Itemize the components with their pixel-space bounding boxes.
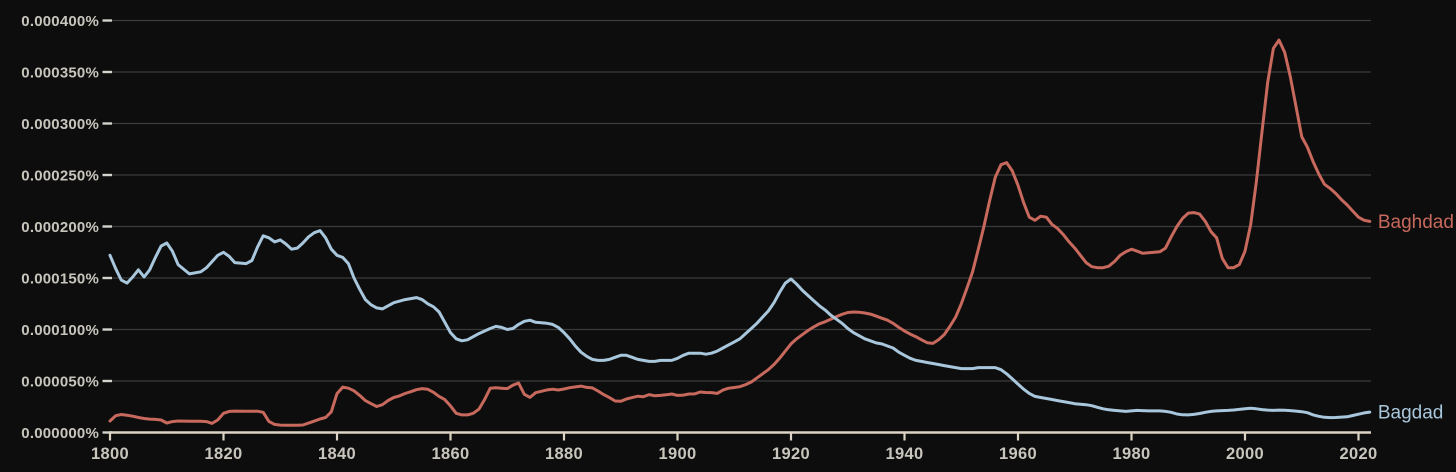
x-tick-label: 2000 [1226, 445, 1264, 463]
x-tick-label: 1820 [205, 445, 243, 463]
y-axis: 0.000400% 0.000350% 0.000300% 0.000250% 0.00… [21, 13, 112, 442]
series-labels: Baghdad Bagdad [1378, 212, 1454, 424]
x-tick-label: 1920 [772, 445, 810, 463]
x-axis: 1800 1820 1840 1860 1880 1900 1920 1940 1960 1980… [91, 431, 1378, 463]
y-tick-label: 0.000350% [21, 64, 99, 81]
x-tick-label: 1860 [432, 445, 470, 463]
x-tick-label: 1980 [1113, 445, 1151, 463]
x-tick-label: 1800 [91, 445, 129, 463]
y-tick [102, 328, 112, 331]
y-tick [102, 225, 112, 228]
y-tick-label: 0.000250% [21, 167, 99, 184]
y-tick-label: 0.000050% [21, 373, 99, 390]
x-tick-label: 1900 [659, 445, 697, 463]
x-tick-label: 1960 [999, 445, 1037, 463]
y-tick [102, 19, 112, 22]
gridlines [110, 19, 1371, 382]
y-tick [102, 173, 112, 177]
series-line-baghdad[interactable] [108, 38, 1372, 427]
x-tick-label: 2020 [1340, 445, 1378, 463]
y-tick [102, 122, 112, 125]
y-tick-label: 0.000000% [21, 425, 99, 442]
x-tick-label: 1880 [545, 445, 583, 463]
x-tick-label: 1940 [886, 445, 924, 463]
y-tick-label: 0.000100% [21, 322, 99, 339]
series-label-bagdad[interactable]: Bagdad [1378, 403, 1444, 424]
y-tick-label: 0.000400% [21, 13, 99, 30]
y-tick [102, 379, 112, 383]
series-line-bagdad[interactable] [108, 229, 1372, 420]
y-tick [102, 431, 112, 434]
x-tick-label: 1840 [318, 445, 356, 463]
y-tick [102, 276, 112, 280]
y-tick-label: 0.000150% [21, 270, 99, 287]
y-tick-label: 0.000200% [21, 219, 99, 236]
series-lines [108, 38, 1372, 427]
series-label-baghdad[interactable]: Baghdad [1378, 212, 1454, 233]
y-tick [102, 70, 112, 74]
y-tick-label: 0.000300% [21, 116, 99, 133]
